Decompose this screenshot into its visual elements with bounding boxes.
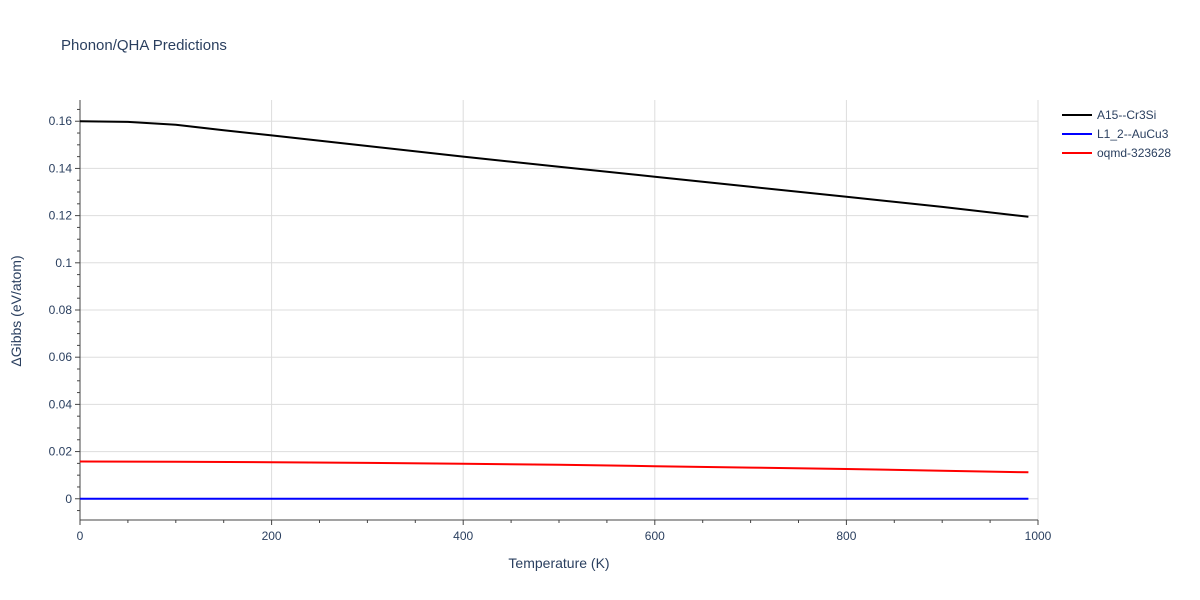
y-tick-label: 0.04	[49, 397, 73, 411]
legend-item-a15-cr3si[interactable]: A15--Cr3Si	[1062, 108, 1156, 122]
legend-label: oqmd-323628	[1097, 146, 1171, 160]
x-tick-label: 800	[836, 529, 856, 543]
x-tick-label: 200	[262, 529, 282, 543]
y-tick-label: 0.16	[49, 114, 73, 128]
series-layer	[79, 120, 1029, 500]
y-tick-label: 0.14	[49, 161, 73, 175]
legend-item-oqmd-323628[interactable]: oqmd-323628	[1062, 146, 1171, 160]
x-axis-title: Temperature (K)	[508, 555, 609, 571]
legend[interactable]: A15--Cr3Si L1_2--AuCu3 oqmd-323628	[1062, 108, 1171, 160]
series-line-oqmd-323628	[79, 460, 1029, 474]
y-axis-title: ΔGibbs (eV/atom)	[8, 255, 24, 366]
x-tick-label: 600	[645, 529, 665, 543]
y-tick-label: 0.1	[55, 256, 72, 270]
legend-item-l1-2-aucu3[interactable]: L1_2--AuCu3	[1062, 127, 1169, 141]
chart-title: Phonon/QHA Predictions	[61, 37, 227, 54]
legend-label: A15--Cr3Si	[1097, 108, 1156, 122]
y-tick-label: 0.06	[49, 350, 73, 364]
y-tick-label: 0.08	[49, 303, 73, 317]
axes: 0 200 400 600 800 1000 0 0.02 0.04 0.06 0.08 0.1 0.1…	[49, 100, 1052, 543]
y-tick-label: 0	[65, 492, 72, 506]
x-tick-label: 1000	[1025, 529, 1052, 543]
grid	[80, 100, 1039, 520]
series-line-a15-cr3si	[79, 120, 1029, 218]
y-tick-label: 0.12	[49, 209, 73, 223]
x-tick-label: 400	[453, 529, 473, 543]
legend-label: L1_2--AuCu3	[1097, 127, 1169, 141]
x-tick-label: 0	[77, 529, 84, 543]
y-tick-label: 0.02	[49, 445, 73, 459]
